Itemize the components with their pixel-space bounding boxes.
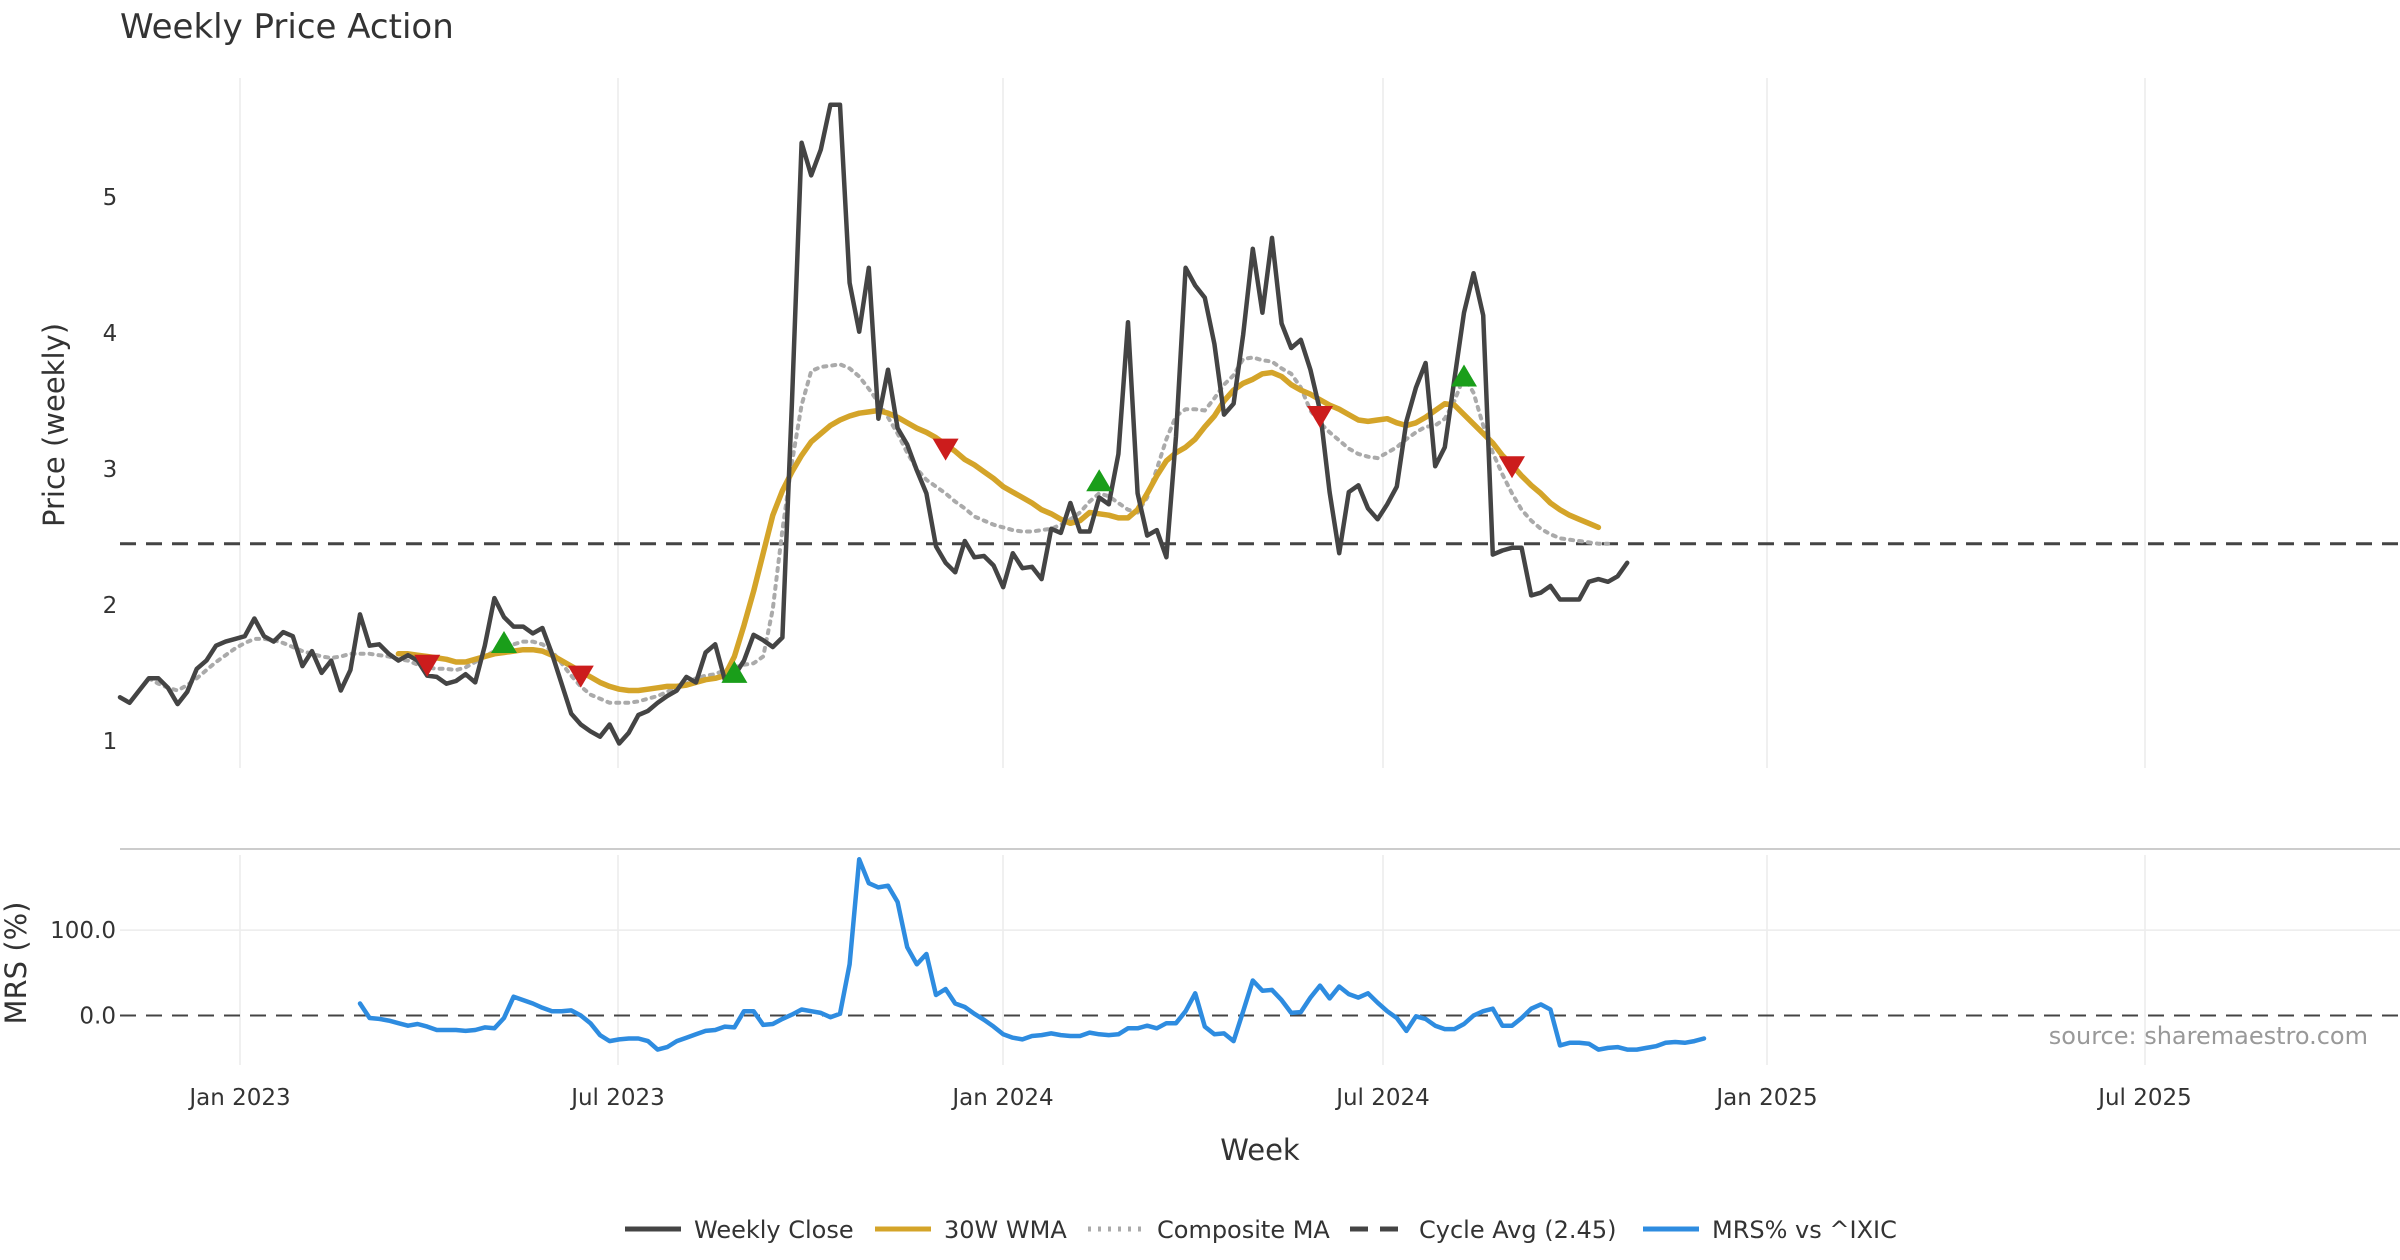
- x-tick-label: Jan 2024: [950, 1085, 1053, 1111]
- mrs-y-ticks: 0.0 100.0: [50, 918, 116, 1029]
- buy-signal-marker-2: [1086, 469, 1113, 492]
- legend-label-weekly-close: Weekly Close: [694, 1216, 854, 1244]
- x-tick-label: Jul 2024: [1334, 1085, 1430, 1111]
- x-axis-label: Week: [1220, 1133, 1300, 1167]
- price-y-tick-label: 2: [103, 593, 118, 619]
- mrs-gridlines: [120, 855, 2400, 1065]
- sell-signal-marker-4: [1499, 456, 1525, 479]
- x-tick-label: Jul 2025: [2096, 1085, 2192, 1111]
- price-gridlines: [239, 78, 2146, 768]
- sell-signal-marker-0: [414, 654, 441, 677]
- price-y-tick-label: 3: [103, 457, 118, 483]
- mrs-series: [357, 857, 1707, 1052]
- source-annotation: source: sharemaestro.com: [2049, 1022, 2368, 1050]
- price-y-axis-label: Price (weekly): [37, 323, 71, 527]
- weekly-close-series-line: [117, 102, 1630, 746]
- mrs-panel: 0.0 100.0 MRS (%) source: sharemaestro.co…: [0, 848, 2400, 1065]
- legend-label-30w-wma: 30W WMA: [944, 1216, 1067, 1244]
- price-y-ticks: 1 2 3 4 5: [103, 185, 118, 755]
- buy-signal-marker-1: [721, 660, 748, 683]
- x-tick-label: Jul 2023: [569, 1085, 665, 1111]
- price-y-tick-label: 5: [103, 185, 118, 211]
- legend: Weekly Close 30W WMA Composite MA Cycle Avg…: [625, 1216, 1897, 1244]
- legend-label-composite-ma: Composite MA: [1157, 1216, 1330, 1244]
- x-tick-label: Jan 2023: [187, 1085, 290, 1111]
- buy-signal-marker-0: [491, 630, 517, 653]
- mrs-y-axis-label: MRS (%): [0, 902, 33, 1025]
- mrs-y-tick-label: 0.0: [79, 1003, 116, 1029]
- mrs-y-tick-label: 100.0: [50, 918, 116, 944]
- signal-markers: [414, 364, 1525, 688]
- 30w-wma-series-line: [395, 369, 1602, 694]
- price-y-tick-label: 4: [103, 321, 118, 347]
- price-series: [117, 102, 2400, 746]
- legend-label-mrs-vs-ixic: MRS% vs ^IXIC: [1712, 1216, 1897, 1244]
- legend-label-cycle-avg-2-45: Cycle Avg (2.45): [1419, 1216, 1616, 1244]
- sell-signal-marker-2: [932, 438, 959, 461]
- price-y-tick-label: 1: [103, 729, 118, 755]
- sell-signal-marker-3: [1307, 405, 1333, 428]
- chart-title: Weekly Price Action: [120, 7, 454, 47]
- sell-signal-marker-1: [567, 665, 594, 688]
- buy-signal-marker-3: [1451, 364, 1477, 387]
- price-panel: 1 2 3 4 5 Price (weekly): [37, 78, 2400, 768]
- x-tick-label: Jan 2025: [1714, 1085, 1817, 1111]
- x-axis-ticks: Jan 2023 Jul 2023 Jan 2024 Jul 2024 Jan 2025…: [187, 1085, 2191, 1111]
- mrs-vs-ixic-series-line: [357, 857, 1707, 1052]
